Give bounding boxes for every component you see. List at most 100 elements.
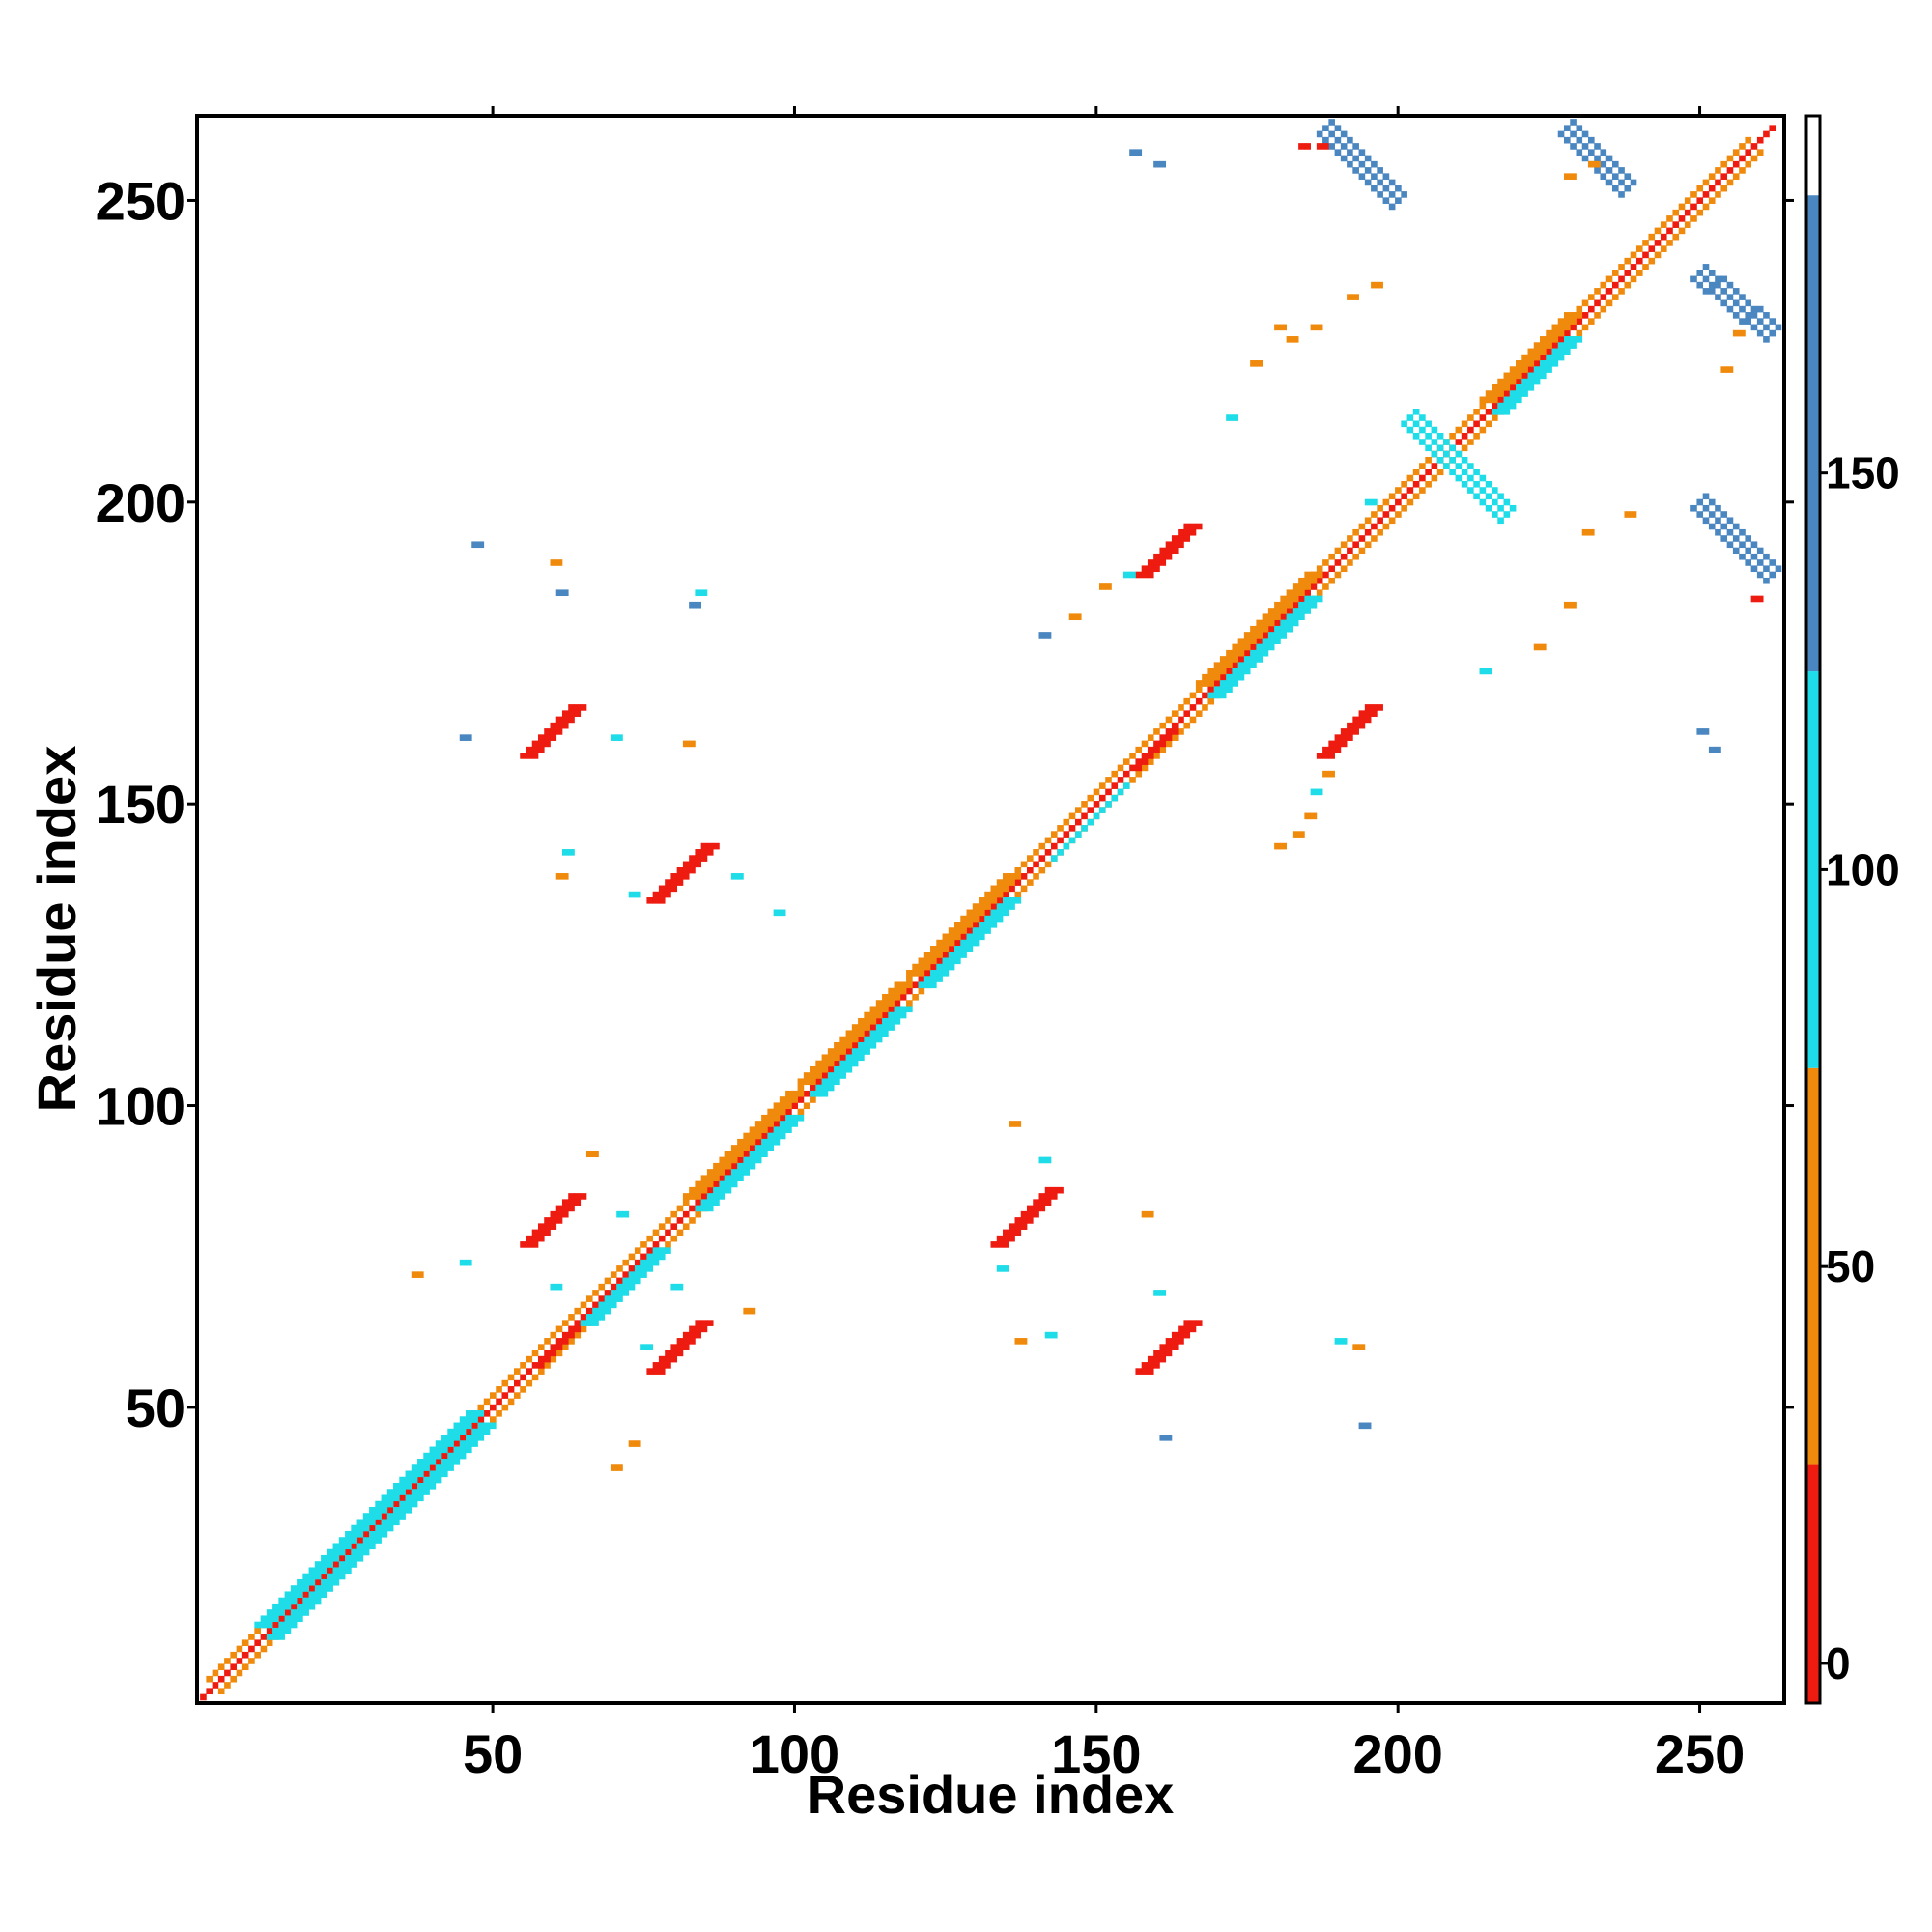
contact-cell — [561, 1210, 569, 1218]
contact-cell — [689, 1193, 696, 1200]
contact-cell — [1377, 167, 1383, 174]
contact-cell — [1322, 571, 1329, 579]
contact-cell — [1371, 511, 1378, 518]
contact-cell — [453, 1446, 461, 1454]
contact-cell — [1328, 746, 1335, 753]
contact-cell — [948, 945, 955, 952]
contact-cell — [1473, 493, 1480, 500]
contact-cell — [1159, 1350, 1167, 1357]
contact-cell — [459, 1428, 467, 1435]
contact-cell — [689, 1186, 696, 1194]
contact-cell — [1147, 1368, 1154, 1375]
contact-cell — [1600, 294, 1607, 300]
contact-cell — [1769, 125, 1776, 131]
contact-cell — [1540, 643, 1547, 651]
contact-cell — [555, 1217, 563, 1224]
contact-cell — [356, 1524, 364, 1532]
contact-cell — [1382, 511, 1390, 518]
contact-cell — [1267, 619, 1275, 627]
contact-cell — [700, 849, 708, 856]
contact-cell — [713, 842, 720, 850]
contact-cell — [1371, 160, 1378, 168]
contact-cell — [544, 1350, 551, 1357]
contact-cell — [1412, 409, 1420, 415]
contact-cell — [797, 1096, 805, 1103]
contact-cell — [550, 559, 557, 566]
contact-cell — [1377, 191, 1383, 198]
contact-cell — [1611, 173, 1619, 180]
contact-cell — [930, 957, 937, 965]
contact-cell — [1328, 565, 1335, 573]
contact-cell — [1364, 716, 1372, 724]
contact-cell — [471, 1435, 478, 1441]
contact-cell — [1611, 160, 1619, 168]
contact-cell — [1310, 571, 1318, 579]
contact-cell — [321, 1573, 327, 1580]
contact-cell — [1153, 728, 1160, 735]
contact-cell — [882, 1030, 889, 1037]
contact-cell — [1003, 879, 1009, 886]
contact-cell — [996, 879, 1004, 886]
contact-cell — [1576, 136, 1583, 144]
contact-cell — [1576, 149, 1583, 156]
contact-cell — [411, 1464, 418, 1471]
contact-cell — [1516, 390, 1522, 397]
contact-cell — [254, 1651, 261, 1659]
contact-cell — [1696, 209, 1704, 216]
contact-cell — [689, 601, 696, 609]
contact-cell — [585, 1314, 593, 1321]
contact-cell — [737, 1145, 744, 1151]
contact-cell — [1581, 324, 1589, 331]
contact-cell — [1237, 668, 1245, 675]
contact-cell — [665, 1229, 671, 1236]
contact-cell — [706, 1320, 714, 1326]
contact-cell — [1775, 565, 1782, 573]
contact-cell — [1425, 432, 1432, 440]
contact-cell — [1401, 191, 1407, 198]
contact-cell — [362, 1537, 370, 1544]
contact-cell — [960, 952, 967, 958]
contact-cell — [689, 1217, 696, 1224]
contact-cell — [990, 903, 998, 910]
x-tick-label: 200 — [1352, 1723, 1442, 1784]
contact-cell — [1503, 402, 1511, 410]
contact-cell — [706, 1169, 714, 1176]
contact-cell — [700, 1180, 708, 1188]
contact-cell — [477, 1428, 485, 1435]
contact-cell — [1563, 125, 1571, 131]
contact-cell — [1087, 807, 1094, 813]
contact-cell — [1654, 240, 1662, 246]
contact-cell — [652, 897, 660, 904]
contact-cell — [1563, 336, 1571, 343]
contact-cell — [405, 1482, 412, 1490]
contact-cell — [345, 1537, 352, 1544]
contact-cell — [1492, 414, 1498, 421]
contact-cell — [302, 1591, 309, 1599]
contact-cell — [1009, 1223, 1015, 1230]
contact-cell — [1003, 873, 1009, 880]
contact-cell — [658, 1247, 666, 1254]
contact-cell — [1527, 354, 1535, 361]
contact-cell — [568, 1325, 575, 1333]
contact-cell — [1050, 831, 1058, 838]
contact-cell — [1165, 1338, 1173, 1345]
contact-cell — [453, 1428, 461, 1435]
contact-cell — [1129, 777, 1136, 783]
contact-cell — [1050, 1331, 1058, 1339]
contact-cell — [652, 891, 660, 898]
contact-cell — [369, 1543, 376, 1550]
contact-cell — [1322, 125, 1329, 131]
contact-cell — [278, 1603, 285, 1610]
contact-cell — [520, 1386, 526, 1393]
contact-cell — [369, 1537, 376, 1544]
contact-cell — [682, 861, 690, 868]
contact-cell — [1563, 136, 1571, 144]
contact-segment-23 — [646, 842, 720, 904]
contact-cell — [1715, 281, 1721, 289]
contact-cell — [1074, 807, 1082, 813]
contact-cell — [785, 1108, 792, 1116]
contact-cell — [888, 987, 895, 995]
contact-cell — [1485, 480, 1492, 488]
contact-cell — [327, 1554, 333, 1562]
contact-cell — [1159, 559, 1167, 566]
